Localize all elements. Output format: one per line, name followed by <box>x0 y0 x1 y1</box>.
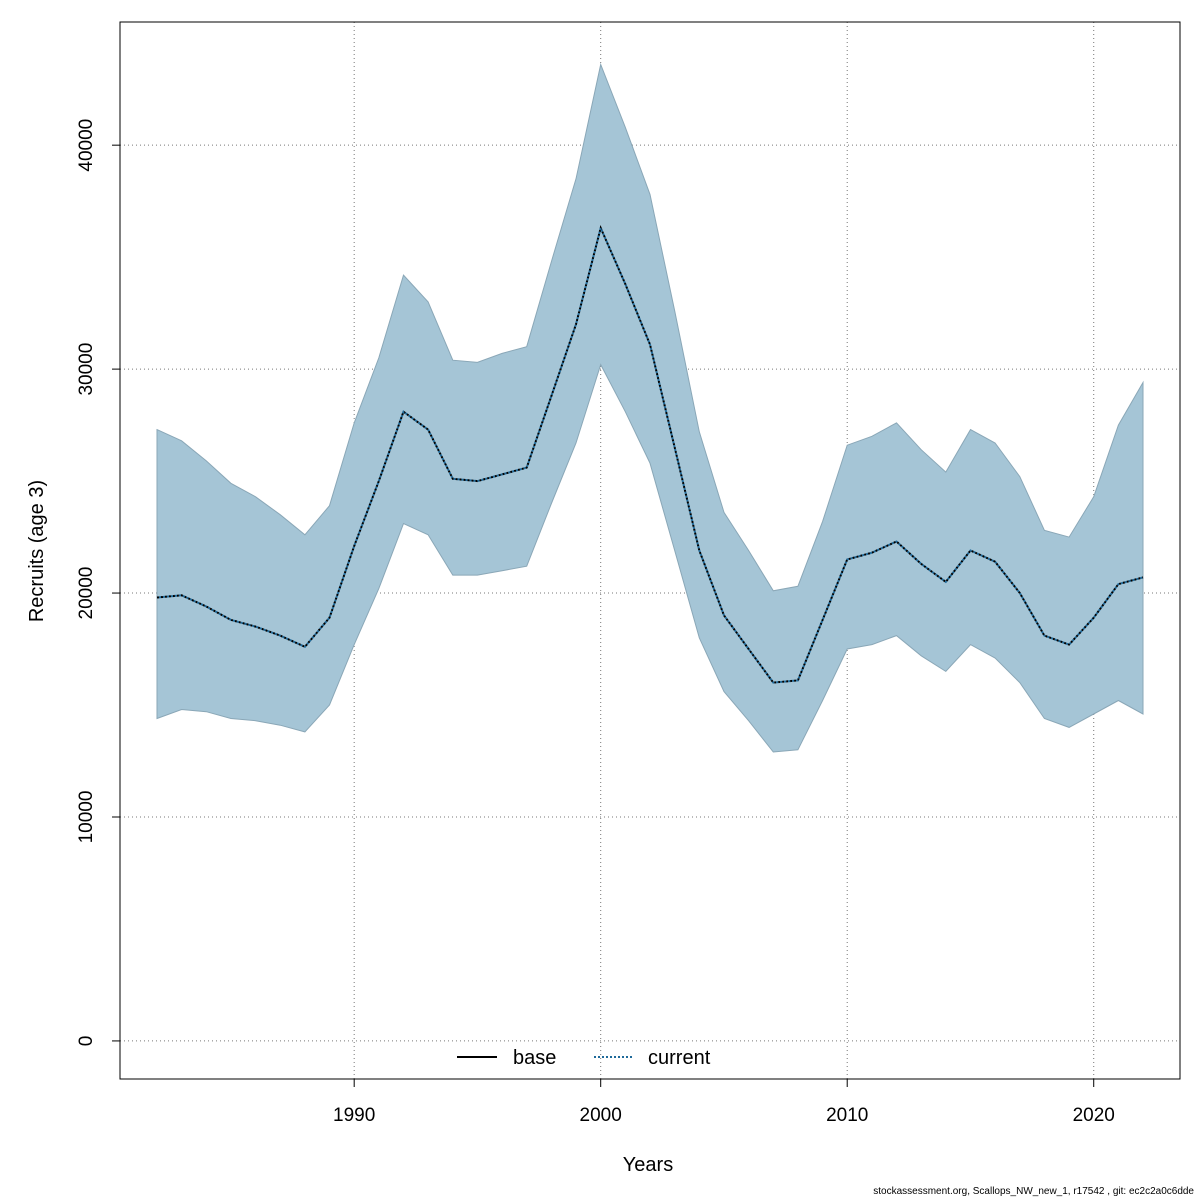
y-tick-label-10000: 10000 <box>76 791 97 844</box>
y-axis: 0 10000 20000 30000 40000 <box>76 119 120 1046</box>
x-tick-label-2020: 2020 <box>1073 1105 1115 1126</box>
y-tick-label-30000: 30000 <box>76 343 97 396</box>
series-line-base <box>156 224 1144 684</box>
x-tick-label-1990: 1990 <box>333 1105 375 1126</box>
y-axis-title: Recruits (age 3) <box>26 480 48 622</box>
x-axis: 1990 2000 2010 2020 <box>333 1079 1115 1126</box>
x-tick-label-2000: 2000 <box>580 1105 622 1126</box>
legend-label-base: base <box>513 1047 556 1069</box>
legend: base current <box>457 1047 711 1069</box>
footer-source-text: stockassessment.org, Scallops_NW_new_1, … <box>873 1186 1194 1197</box>
y-tick-label-0: 0 <box>76 1036 97 1047</box>
series-line-current <box>156 224 1144 684</box>
x-axis-title: Years <box>623 1154 673 1176</box>
confidence-band <box>156 62 1144 753</box>
y-tick-label-40000: 40000 <box>76 119 97 172</box>
legend-label-current: current <box>648 1047 711 1069</box>
x-tick-label-2010: 2010 <box>826 1105 868 1126</box>
plot-frame <box>119 21 1181 1080</box>
y-tick-label-20000: 20000 <box>76 567 97 620</box>
